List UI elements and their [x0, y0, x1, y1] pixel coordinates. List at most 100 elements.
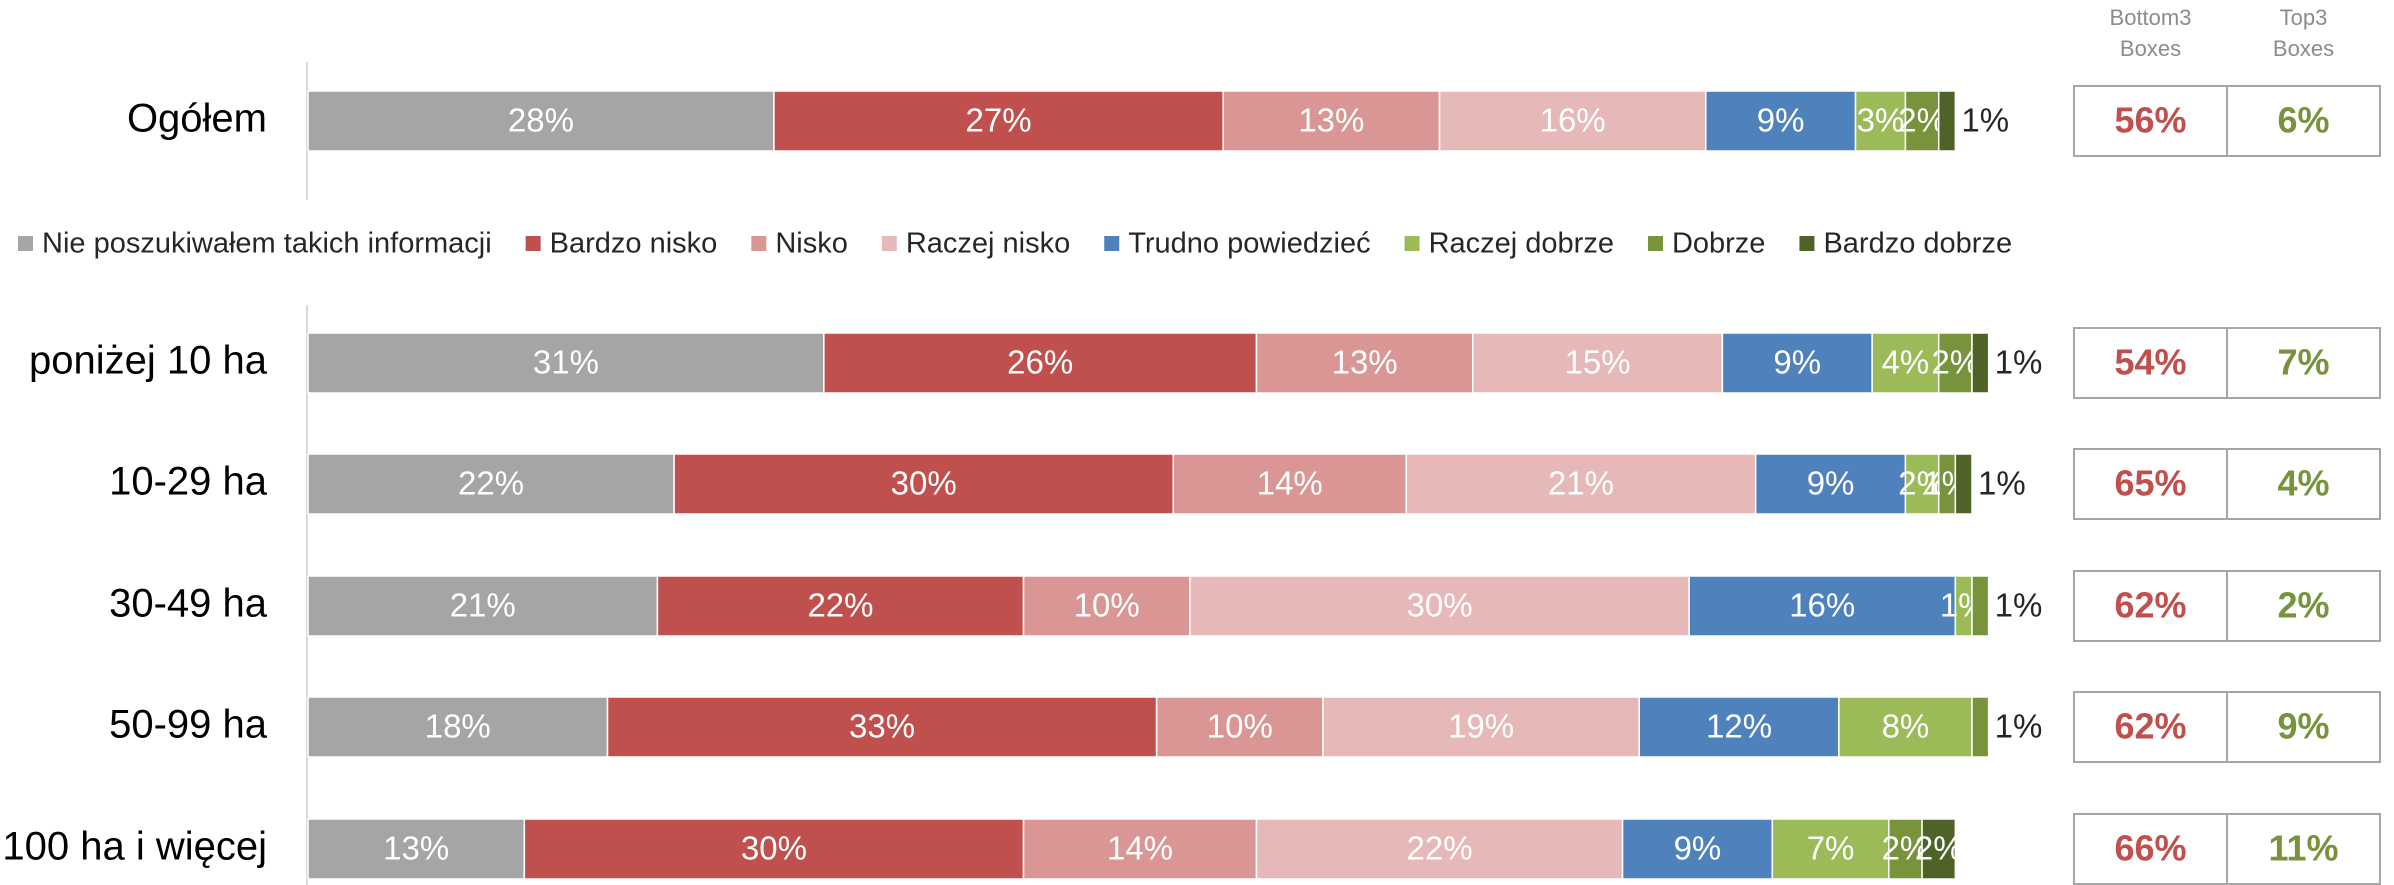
bar-segment — [1189, 575, 1690, 637]
data-label: 14% — [1257, 465, 1323, 502]
data-label: 28% — [508, 102, 574, 139]
box-cell — [2226, 813, 2381, 885]
category-label: 10-29 ha — [109, 460, 268, 504]
box-value: 66% — [2114, 828, 2186, 869]
bar-segment — [1771, 818, 1890, 880]
bar-segment — [1888, 818, 1923, 880]
data-label: 19% — [1448, 708, 1514, 745]
bar-segment — [606, 696, 1158, 758]
data-label: 13% — [1332, 344, 1398, 381]
bar-segment — [1022, 818, 1258, 880]
category-label: poniżej 10 ha — [29, 339, 268, 383]
data-label: 15% — [1565, 344, 1631, 381]
bar-segment — [656, 575, 1025, 637]
legend-label: Raczej nisko — [906, 228, 1070, 260]
data-label: 21% — [1548, 465, 1614, 502]
data-label: 22% — [1406, 830, 1472, 867]
data-label: 12% — [1706, 708, 1772, 745]
data-label: 1% — [1995, 344, 2043, 381]
bar-segment — [307, 90, 775, 152]
bar-segment — [673, 453, 1175, 515]
data-label: 8% — [1882, 708, 1930, 745]
bar-segment — [307, 818, 526, 880]
data-label: 2% — [1915, 830, 1963, 867]
data-label: 22% — [807, 587, 873, 624]
bar-segment — [1921, 818, 1957, 880]
box-value: 62% — [2114, 585, 2186, 626]
data-label: 30% — [741, 830, 807, 867]
data-label: 30% — [1406, 587, 1472, 624]
data-label: 18% — [425, 708, 491, 745]
box-header: Boxes — [2120, 36, 2181, 61]
legend-swatch — [1104, 236, 1120, 251]
legend-label: Bardzo nisko — [550, 228, 718, 260]
data-label: 1% — [1961, 102, 2009, 139]
bar-segment — [1638, 696, 1840, 758]
box-value: 56% — [2114, 100, 2186, 141]
box-cell — [2226, 691, 2381, 763]
data-label: 9% — [1757, 102, 1805, 139]
data-label: 4% — [1882, 344, 1930, 381]
legend-label: Raczej dobrze — [1429, 228, 1614, 260]
legend-label: Trudno powiedzieć — [1128, 228, 1370, 260]
legend-swatch — [881, 236, 897, 251]
bar-segment — [1472, 332, 1724, 394]
data-label: 31% — [533, 344, 599, 381]
box-cell — [2073, 813, 2228, 885]
data-label: 10% — [1074, 587, 1140, 624]
category-label: 30-49 ha — [109, 582, 268, 626]
legend-label: Dobrze — [1672, 228, 1766, 260]
bar-segment — [1222, 90, 1441, 152]
box-cell — [2226, 570, 2381, 642]
box-value: 62% — [2114, 706, 2186, 747]
bar-segment — [1621, 818, 1774, 880]
box-value: 65% — [2114, 463, 2186, 504]
box-cell — [2226, 327, 2381, 399]
data-label: 33% — [849, 708, 915, 745]
legend-swatch — [525, 236, 541, 251]
data-label: 1% — [1995, 708, 2043, 745]
bar-segment — [1438, 90, 1707, 152]
data-label: 3% — [1857, 102, 1905, 139]
data-label: 14% — [1107, 830, 1173, 867]
bar-segment — [773, 90, 1224, 152]
data-label: 16% — [1540, 102, 1606, 139]
legend-label: Nisko — [775, 228, 848, 260]
box-cell — [2073, 448, 2228, 520]
bar-segment — [1022, 575, 1191, 637]
box-header: Top3 — [2280, 5, 2328, 30]
bar-segment — [1854, 90, 1907, 152]
data-label: 9% — [1674, 830, 1722, 867]
data-label: 9% — [1807, 465, 1855, 502]
bar-segment — [1405, 453, 1757, 515]
legend-swatch — [1799, 236, 1815, 251]
data-label: 9% — [1773, 344, 1821, 381]
box-value: 9% — [2277, 706, 2329, 747]
bar-segment — [1904, 453, 1940, 515]
data-label: 22% — [458, 465, 524, 502]
category-label: Ogółem — [127, 97, 267, 141]
legend-swatch — [1404, 236, 1420, 251]
box-header: Bottom3 — [2110, 5, 2192, 30]
data-label: 13% — [383, 830, 449, 867]
data-label: 27% — [966, 102, 1032, 139]
bar-segment — [307, 453, 675, 515]
bar-segment — [1954, 453, 1973, 515]
bar-segment — [1971, 575, 1990, 637]
bar-segment — [1255, 818, 1624, 880]
data-label: 1% — [1978, 465, 2026, 502]
box-cell — [2226, 85, 2381, 157]
bar-segment — [307, 575, 659, 637]
bar-segment — [823, 332, 1258, 394]
bar-segment — [1754, 453, 1907, 515]
category-label: 50-99 ha — [109, 703, 268, 747]
data-label: 13% — [1298, 102, 1364, 139]
box-value: 54% — [2114, 342, 2186, 383]
box-value: 6% — [2277, 100, 2329, 141]
bar-segment — [1688, 575, 1957, 637]
box-value: 2% — [2277, 585, 2329, 626]
box-cell — [2073, 570, 2228, 642]
data-label: 10% — [1207, 708, 1273, 745]
bar-segment — [1172, 453, 1407, 515]
